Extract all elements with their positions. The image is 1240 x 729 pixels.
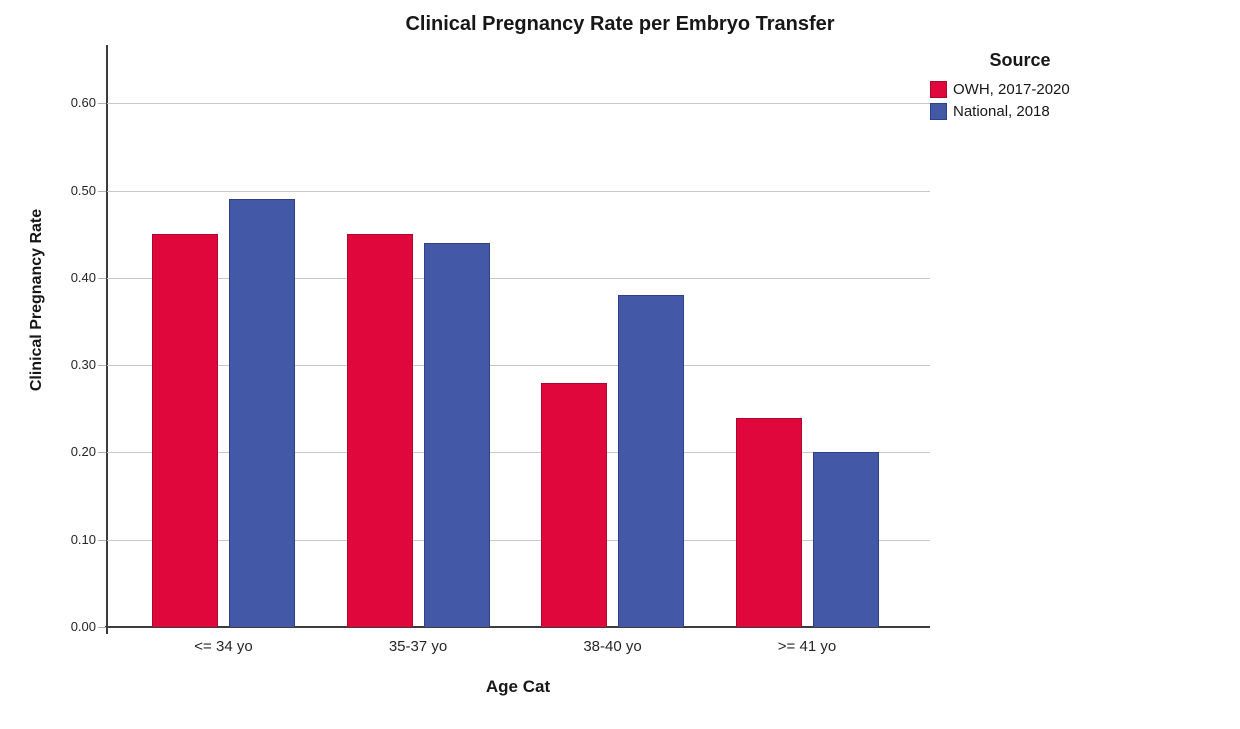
x-tick-label-34-yo: <= 34 yo [194, 638, 253, 655]
bar-national-2018-34-yo [229, 199, 295, 627]
bar-owh-2017-2020-34-yo [152, 234, 218, 627]
y-axis-title: Clinical Pregnancy Rate [28, 208, 45, 392]
bar-owh-2017-2020-41-yo [735, 417, 802, 627]
legend-swatch-national-2018 [930, 103, 947, 120]
legend-entries: OWH, 2017-2020 National, 2018 [930, 81, 1110, 120]
y-tick-mark-0.60 [98, 103, 106, 105]
y-tick-mark-0.10 [98, 539, 106, 541]
bar-national-2018-41-yo [812, 452, 879, 627]
y-tick-mark-0.20 [98, 452, 106, 454]
y-tick-label-0.10: 0.10 [70, 531, 96, 547]
gridline-0.20 [107, 452, 930, 454]
y-tick-mark-0.50 [98, 190, 106, 192]
bar-owh-2017-2020-38-40-yo [541, 382, 607, 627]
y-axis-line [106, 45, 108, 634]
x-tick-label-41-yo: >= 41 yo [777, 638, 837, 655]
y-tick-label-0.30: 0.30 [70, 357, 96, 373]
gridline-0.30 [107, 365, 930, 367]
y-tick-label-0.40: 0.40 [70, 269, 96, 285]
x-axis-title: Age Cat [485, 677, 551, 696]
y-tick-mark-0.40 [98, 277, 106, 279]
gridline-0.60 [107, 103, 930, 105]
x-axis-line [105, 626, 930, 628]
legend-title: Source [989, 50, 1051, 70]
y-tick-label-0.50: 0.50 [70, 182, 96, 198]
bar-national-2018-35-37-yo [423, 243, 490, 627]
legend: Source OWH, 2017-2020 National, 2018 [930, 50, 1110, 125]
legend-label-owh-2017-2020: OWH, 2017-2020 [953, 81, 1070, 98]
y-tick-mark-0.00 [98, 627, 106, 628]
chart-title: Clinical Pregnancy Rate per Embryo Trans… [405, 13, 835, 35]
legend-label-national-2018: National, 2018 [953, 103, 1050, 120]
plot-area [107, 45, 930, 627]
y-tick-label-0.20: 0.20 [70, 444, 96, 460]
legend-entry-owh-2017-2020: OWH, 2017-2020 [930, 81, 1110, 98]
x-tick-label-35-37-yo: 35-37 yo [388, 638, 448, 655]
y-tick-label-0.60: 0.60 [70, 95, 96, 111]
y-tick-label-0.00: 0.00 [70, 619, 96, 634]
gridline-0.40 [107, 277, 930, 279]
bar-owh-2017-2020-35-37-yo [346, 234, 413, 627]
legend-swatch-owh-2017-2020 [930, 81, 947, 98]
gridline-0.10 [107, 539, 930, 541]
gridline-0.50 [107, 190, 930, 192]
y-tick-mark-0.30 [98, 365, 106, 367]
bar-national-2018-38-40-yo [618, 295, 684, 627]
legend-entry-national-2018: National, 2018 [930, 103, 1110, 120]
x-tick-label-38-40-yo: 38-40 yo [583, 638, 642, 655]
